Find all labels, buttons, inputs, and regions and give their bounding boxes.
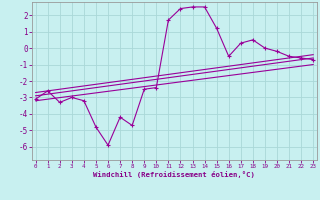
X-axis label: Windchill (Refroidissement éolien,°C): Windchill (Refroidissement éolien,°C): [93, 171, 255, 178]
